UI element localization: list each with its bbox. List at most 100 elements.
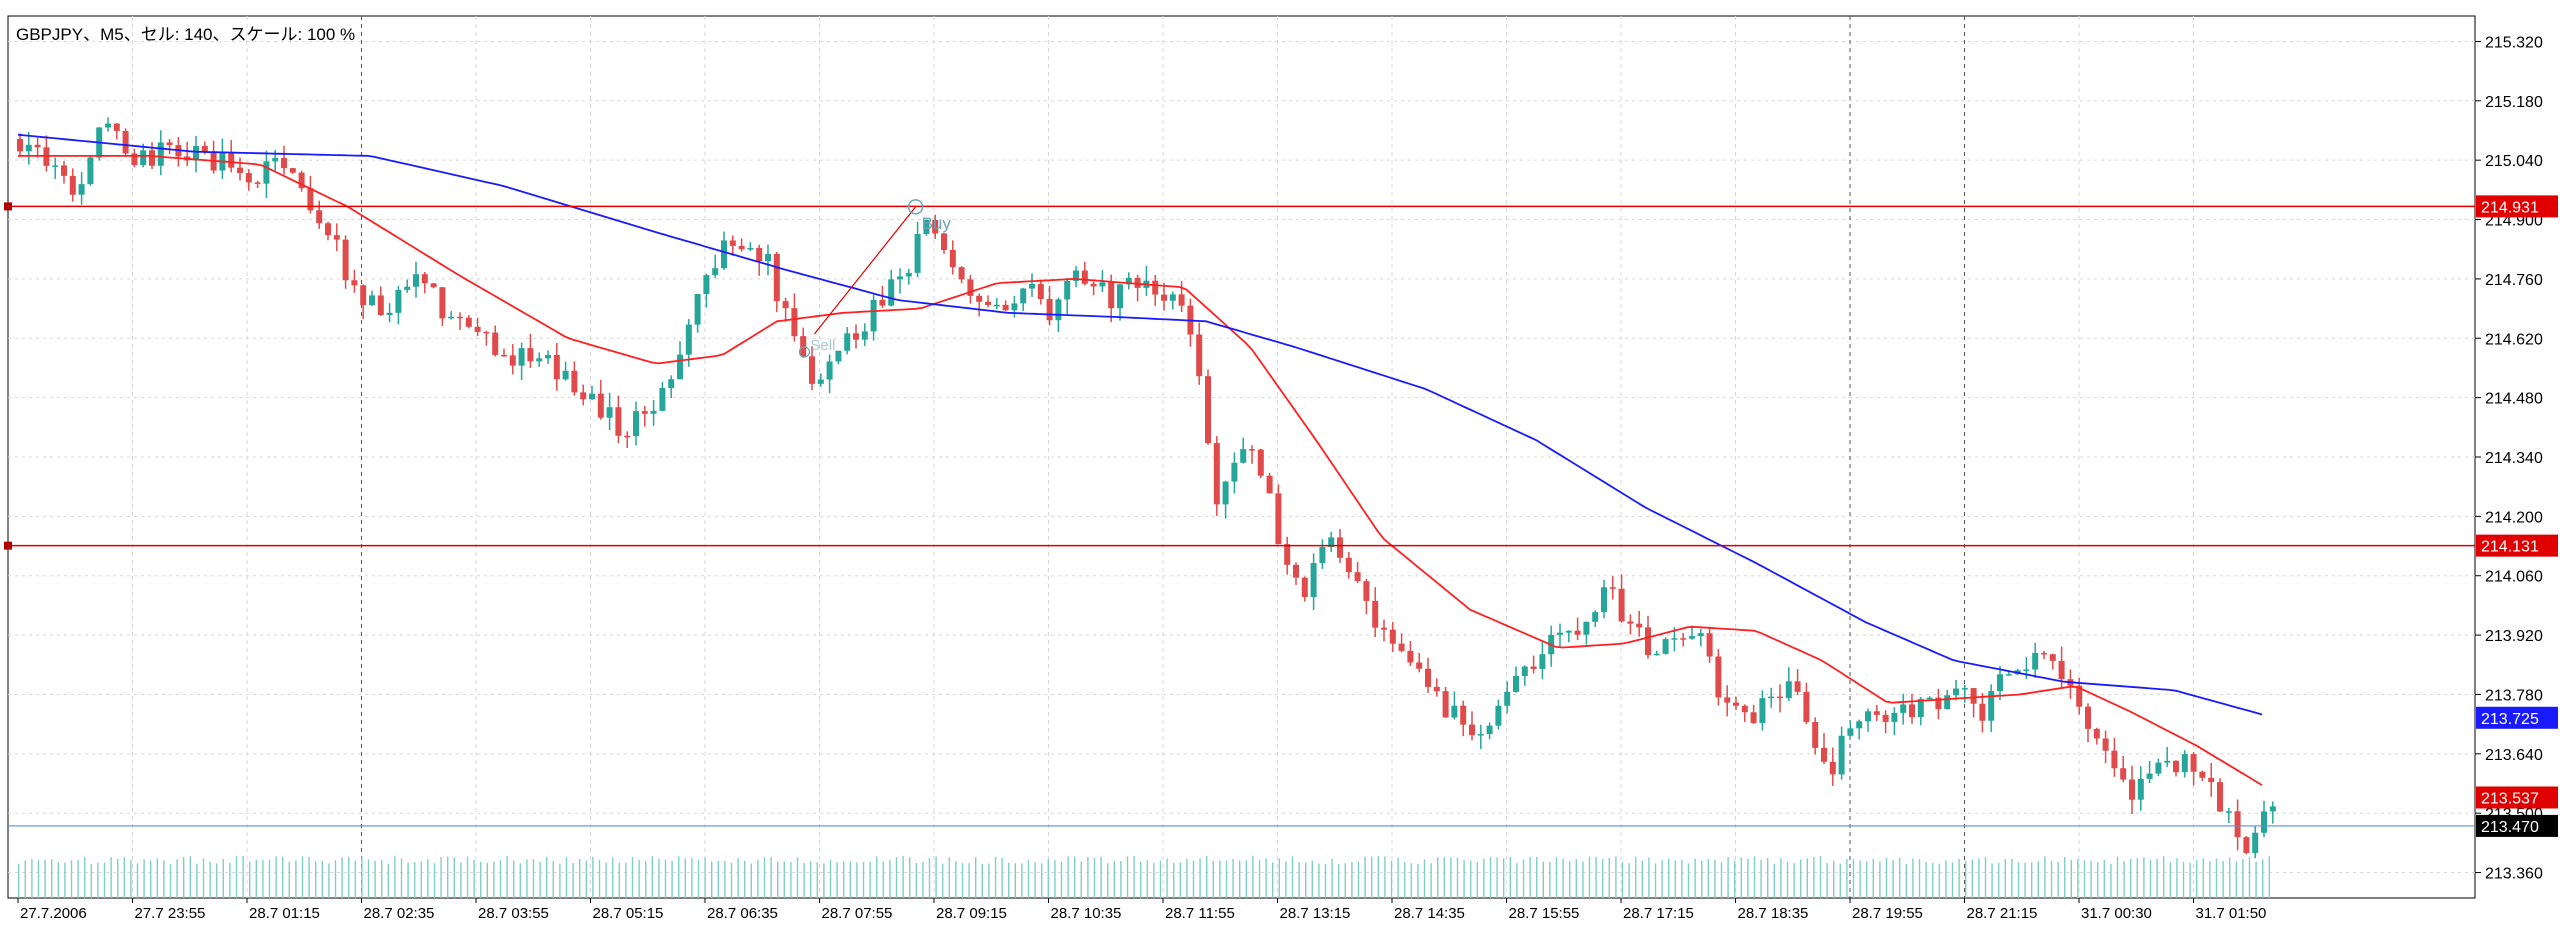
volume-bar <box>1767 858 1769 898</box>
volume-bar <box>2136 858 2138 898</box>
volume-bar <box>618 862 620 898</box>
volume-bar <box>526 859 528 898</box>
candle-body <box>386 312 393 316</box>
volume-bar <box>1687 863 1690 898</box>
volume-bar <box>1701 860 1703 898</box>
candle-body <box>1046 299 1053 321</box>
volume-bar <box>308 856 310 898</box>
volume-bar <box>1852 859 1855 898</box>
volume-bar <box>440 857 442 898</box>
volume-bar <box>559 863 561 898</box>
volume-bar <box>169 863 172 898</box>
volume-bar <box>64 862 66 898</box>
volume-bar <box>1027 860 1030 898</box>
candle-body <box>1090 283 1097 287</box>
candle-body <box>2111 750 2118 769</box>
candle-body <box>1073 270 1079 281</box>
candle-body <box>1029 283 1035 289</box>
volume-bar <box>1272 862 1274 898</box>
volume-bar <box>737 858 739 898</box>
candle-body <box>404 286 411 290</box>
volume-bar <box>2242 858 2244 898</box>
volume-bar <box>678 856 680 898</box>
candle-body <box>474 326 481 332</box>
volume-bar <box>295 860 297 898</box>
overlays: Buy Sell <box>4 199 2475 827</box>
candle-body <box>113 123 120 131</box>
candle-body <box>1161 294 1167 301</box>
volume-bar <box>156 858 158 898</box>
candle-body <box>782 301 789 309</box>
volume-bar <box>1265 858 1267 898</box>
candle-body <box>201 145 208 153</box>
candle-body <box>492 332 499 355</box>
volume-bar <box>2064 856 2066 898</box>
volume-bar <box>1192 860 1195 898</box>
candle-body <box>1486 725 1493 735</box>
candle-body <box>2146 773 2153 779</box>
price-tag-label: 213.470 <box>2481 819 2539 836</box>
candle-body <box>149 150 155 166</box>
volume-bar <box>506 856 508 898</box>
volume-bar <box>605 862 607 898</box>
volume-bar <box>744 860 746 898</box>
candle-body <box>817 379 824 384</box>
buy-label: Buy <box>922 214 952 233</box>
volume-bar <box>1054 860 1056 898</box>
candle-body <box>421 274 428 284</box>
candle-body <box>2085 706 2091 729</box>
volume-bar <box>414 862 416 898</box>
candle-body <box>606 407 613 418</box>
candle-body <box>1398 643 1405 651</box>
volume-bar <box>2189 862 2191 898</box>
volume-bar <box>704 857 706 898</box>
volume-bar <box>513 860 515 898</box>
volume-bar <box>2024 862 2026 898</box>
candle-body <box>316 210 323 224</box>
candle-body <box>439 287 446 319</box>
candle-body <box>1759 698 1766 723</box>
volume-bar <box>1621 861 1624 898</box>
candle-body <box>351 280 358 286</box>
volume-bar <box>691 858 693 898</box>
candle-body <box>1662 639 1669 654</box>
volume-bar <box>1674 860 1676 898</box>
volume-bar <box>579 858 581 898</box>
volume-bar <box>2116 856 2119 898</box>
volume-bar <box>486 862 488 898</box>
volume-bar <box>1298 862 1300 898</box>
candle-body <box>1442 691 1449 718</box>
volume-bar <box>546 856 548 898</box>
volume-bar <box>1252 856 1254 898</box>
candle-body <box>272 158 279 162</box>
volume-bar <box>255 859 257 898</box>
time-tick-label: 27.7.2006 <box>20 905 87 921</box>
volume-bar <box>1285 861 1287 898</box>
volume-bar <box>2248 856 2251 898</box>
volume-bar <box>1291 856 1294 898</box>
candle-body <box>1636 623 1643 628</box>
volume-bar <box>1819 856 1822 898</box>
volume-bar <box>1905 863 1907 898</box>
volume-bar <box>1100 856 1102 898</box>
candle-body <box>721 240 727 269</box>
volume-bar <box>163 860 165 898</box>
volume-bar <box>288 861 290 898</box>
volume-bar <box>2004 859 2006 898</box>
candle-body <box>69 175 76 195</box>
candle-body <box>140 150 147 166</box>
time-tick-label: 28.7 05:15 <box>593 905 664 921</box>
candle-body <box>685 324 692 355</box>
volume-bar <box>1925 862 1927 898</box>
volume-bar <box>2130 859 2132 898</box>
price-tag <box>2476 786 2558 809</box>
volume-bar <box>2156 858 2158 898</box>
time-tick-label: 28.7 02:35 <box>364 905 435 921</box>
volume-bar <box>1496 857 1498 898</box>
volume-bar <box>2070 859 2072 898</box>
candle-body <box>2032 652 2039 670</box>
candle-body <box>553 354 560 380</box>
time-tick-label: 28.7 09:15 <box>936 905 1007 921</box>
candle-body <box>1125 277 1132 285</box>
